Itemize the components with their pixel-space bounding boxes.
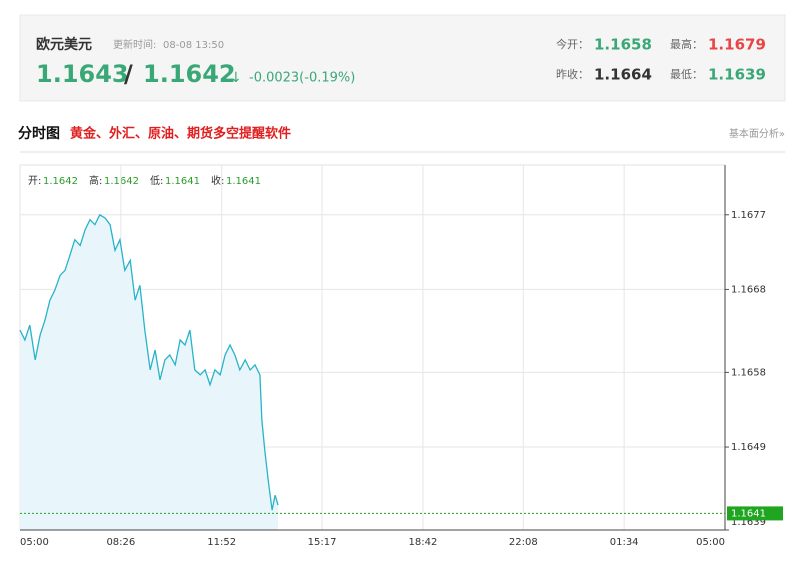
instrument-name: 欧元美元	[36, 36, 92, 53]
last-price-label: 1.1641	[731, 508, 766, 519]
analysis-link[interactable]: 基本面分析»	[729, 127, 785, 140]
x-tick-label: 15:17	[308, 537, 337, 548]
last-price-box	[727, 506, 783, 521]
ohlc-label: 高:	[89, 174, 102, 187]
stat-label: 昨收：	[556, 67, 589, 81]
chart: 1.1677 1.1668 1.1658 1.1649 1.1639 05:00 08:26…	[19, 164, 783, 548]
update-label: 更新时间:	[113, 38, 156, 51]
price-change: -0.0023(-0.19%)	[249, 71, 355, 86]
stat-value: 1.1658	[594, 36, 652, 54]
y-tick-label: 1.1668	[731, 284, 766, 295]
ohlc-value: 1.1642	[104, 176, 139, 187]
x-tick-label: 11:52	[207, 537, 236, 548]
down-arrow: ↓	[230, 70, 242, 86]
y-tick-label: 1.1658	[731, 367, 766, 378]
x-tick-label: 05:00	[696, 537, 725, 548]
stat-label: 最低：	[670, 68, 703, 81]
stat-value: 1.1664	[594, 66, 652, 84]
stat-value: 1.1679	[708, 36, 766, 54]
stat-label: 今开：	[556, 37, 589, 51]
ohlc-label: 开:	[28, 176, 41, 187]
price-separator: /	[124, 60, 133, 88]
price-line	[19, 213, 279, 511]
stats: 今开： 1.1658 最高： 1.1679 昨收： 1.1664 最低： 1.1639	[556, 36, 766, 84]
update-time: 08-08 13:50	[163, 40, 224, 51]
x-tick-label: 05:00	[20, 537, 49, 548]
ohlc-value: 1.1642	[43, 176, 78, 187]
ohlc-label: 收:	[211, 174, 224, 187]
x-tick-label: 18:42	[409, 537, 438, 548]
promo-link[interactable]: 黄金、外汇、原油、期货多空提醒软件	[70, 126, 291, 142]
ask-price: 1.1642	[143, 60, 236, 88]
stat-value: 1.1639	[708, 66, 766, 84]
ohlc-value: 1.1641	[226, 176, 261, 187]
y-tick-label: 1.1677	[731, 210, 766, 221]
x-tick-label: 01:34	[610, 537, 639, 548]
section-title: 分时图	[18, 125, 60, 142]
stat-label: 最高：	[670, 37, 703, 51]
price-area	[20, 214, 279, 531]
y-tick-label: 1.1639	[731, 517, 766, 528]
bid-price: 1.1643	[36, 60, 129, 88]
ohlc-bar: 开: 1.1642 高: 1.1642 低: 1.1641 收: 1.1641	[28, 174, 261, 187]
ohlc-value: 1.1641	[165, 176, 200, 187]
y-tick-label: 1.1649	[731, 442, 766, 453]
quote-panel	[19, 14, 786, 102]
x-tick-label: 22:08	[509, 537, 538, 548]
ohlc-label: 低:	[150, 174, 163, 187]
x-tick-label: 08:26	[106, 537, 135, 548]
